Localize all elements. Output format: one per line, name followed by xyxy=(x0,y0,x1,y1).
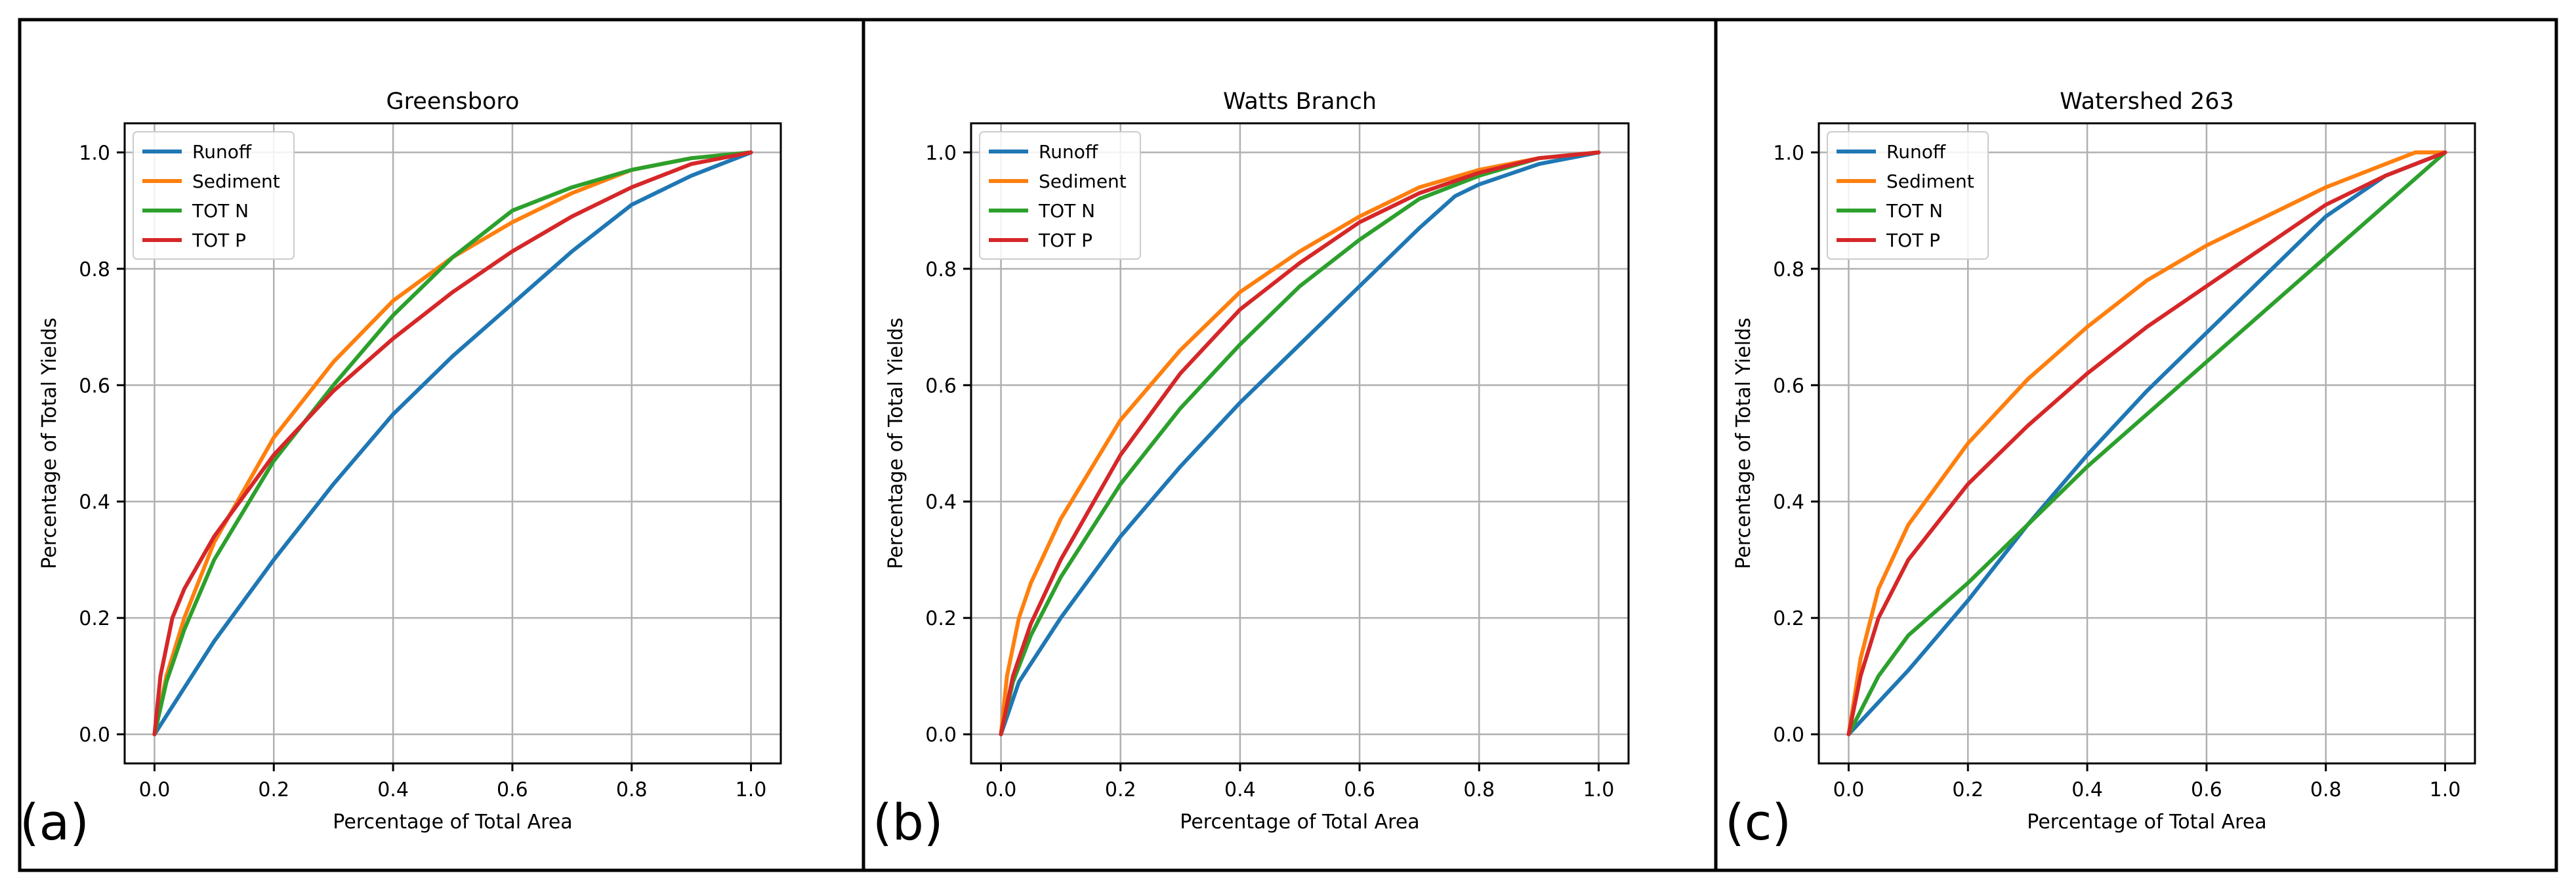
y-tick-label: 0.0 xyxy=(1773,724,1804,747)
y-tick-label: 0.8 xyxy=(1773,258,1804,281)
y-tick-label: 0.6 xyxy=(1773,374,1804,397)
series-line-tot-p xyxy=(152,150,753,737)
x-axis-label: Percentage of Total Area xyxy=(1180,811,1419,834)
legend: Runoff Sediment TOT N TOT P xyxy=(133,131,295,260)
series-line-sediment xyxy=(999,150,1601,737)
chart-panel-3: 0.0 0.2 0.4 0.6 0.8 1.0 0.0 0.2 0.4 0.6 0.8 1.0 Wate… xyxy=(1725,89,2476,851)
series-line-runoff xyxy=(1846,150,2447,737)
y-tick-label: 0.4 xyxy=(1773,491,1804,514)
legend: Runoff Sediment TOT N TOT P xyxy=(1827,131,1989,260)
y-tick-label: 0.6 xyxy=(79,374,110,397)
x-axis-label: Percentage of Total Area xyxy=(333,811,572,834)
y-tick-label: 0.2 xyxy=(925,607,957,630)
y-axis-label: Percentage of Total Yields xyxy=(884,317,907,569)
panel-label: (c) xyxy=(1725,793,1791,851)
series-lines xyxy=(999,150,1601,737)
y-tick-label: 0.2 xyxy=(79,607,110,630)
series-lines xyxy=(152,150,753,737)
x-tick-label: 0.6 xyxy=(1344,779,1375,801)
panel-label: (a) xyxy=(20,793,89,851)
series-lines xyxy=(1846,150,2447,737)
y-tick-label: 0.4 xyxy=(79,491,110,514)
x-tick-label: 0.6 xyxy=(2191,779,2222,801)
x-tick-label: 0.6 xyxy=(497,779,528,801)
x-tick-label: 0.0 xyxy=(986,779,1017,801)
legend-box xyxy=(133,131,295,260)
x-tick-label: 0.2 xyxy=(1105,779,1136,801)
chart-panel-2: 0.0 0.2 0.4 0.6 0.8 1.0 0.0 0.2 0.4 0.6 0.8 1.0 Watt… xyxy=(873,89,1630,851)
chart-panel-1: 0.0 0.2 0.4 0.6 0.8 1.0 0.0 0.2 0.4 0.6 0.8 1.0 Gree… xyxy=(20,89,782,851)
chart-title: Watershed 263 xyxy=(2060,89,2234,115)
chart-title: Greensboro xyxy=(386,89,520,115)
legend-label: TOT N xyxy=(1886,200,1943,222)
series-line-tot-n xyxy=(152,150,753,737)
series-line-runoff xyxy=(152,150,753,737)
y-tick-label: 1.0 xyxy=(1773,142,1804,165)
series-line-runoff xyxy=(999,150,1601,737)
x-tick-label: 0.4 xyxy=(2071,779,2103,801)
panels: 0.0 0.2 0.4 0.6 0.8 1.0 0.0 0.2 0.4 0.6 0.8 1.0 Gree… xyxy=(20,89,2476,851)
axes-frame xyxy=(1818,122,2476,765)
series-line-tot-n xyxy=(999,150,1601,737)
x-tick-label: 1.0 xyxy=(1583,779,1615,801)
legend-label: Runoff xyxy=(1039,141,1098,163)
figure-frame xyxy=(18,18,2558,872)
y-tick-label: 0.6 xyxy=(925,374,957,397)
legend-label: Sediment xyxy=(1039,171,1127,192)
x-tick-label: 0.8 xyxy=(1463,779,1495,801)
legend-label: Sediment xyxy=(1886,171,1974,192)
panel-label: (b) xyxy=(873,793,944,851)
x-tick-label: 0.8 xyxy=(2310,779,2342,801)
legend-label: TOT P xyxy=(1038,230,1092,251)
x-tick-label: 1.0 xyxy=(736,779,767,801)
x-tick-label: 1.0 xyxy=(2430,779,2461,801)
series-line-tot-n xyxy=(1846,150,2447,737)
x-tick-label: 0.2 xyxy=(1952,779,1984,801)
legend-label: Runoff xyxy=(1886,141,1946,163)
series-line-tot-p xyxy=(999,150,1601,737)
legend-box xyxy=(979,131,1141,260)
axes-frame xyxy=(123,122,782,765)
y-tick-label: 1.0 xyxy=(79,142,110,165)
x-tick-label: 0.2 xyxy=(258,779,289,801)
y-tick-label: 1.0 xyxy=(925,142,957,165)
x-axis-label: Percentage of Total Area xyxy=(2027,811,2266,834)
chart-title: Watts Branch xyxy=(1223,89,1377,115)
axes-frame xyxy=(970,122,1630,765)
y-tick-label: 0.4 xyxy=(925,491,957,514)
x-tick-label: 0.8 xyxy=(616,779,648,801)
x-tick-label: 0.0 xyxy=(139,779,171,801)
legend-label: TOT N xyxy=(192,200,249,222)
legend-label: TOT P xyxy=(1886,230,1940,251)
y-tick-label: 0.8 xyxy=(79,258,110,281)
x-tick-label: 0.4 xyxy=(1224,779,1256,801)
legend-label: TOT P xyxy=(192,230,246,251)
series-line-sediment xyxy=(1846,150,2447,737)
legend: Runoff Sediment TOT N TOT P xyxy=(979,131,1141,260)
legend-label: TOT N xyxy=(1038,200,1095,222)
y-tick-label: 0.8 xyxy=(925,258,957,281)
x-tick-label: 0.0 xyxy=(1833,779,1865,801)
y-axis-label: Percentage of Total Yields xyxy=(1732,317,1755,569)
legend-label: Sediment xyxy=(192,171,280,192)
y-tick-label: 0.0 xyxy=(79,724,110,747)
series-line-tot-p xyxy=(1846,150,2447,737)
legend-box xyxy=(1827,131,1989,260)
legend-label: Runoff xyxy=(192,141,252,163)
y-axis-label: Percentage of Total Yields xyxy=(38,317,61,569)
y-tick-label: 0.0 xyxy=(925,724,957,747)
y-tick-label: 0.2 xyxy=(1773,607,1804,630)
x-tick-label: 0.4 xyxy=(377,779,409,801)
